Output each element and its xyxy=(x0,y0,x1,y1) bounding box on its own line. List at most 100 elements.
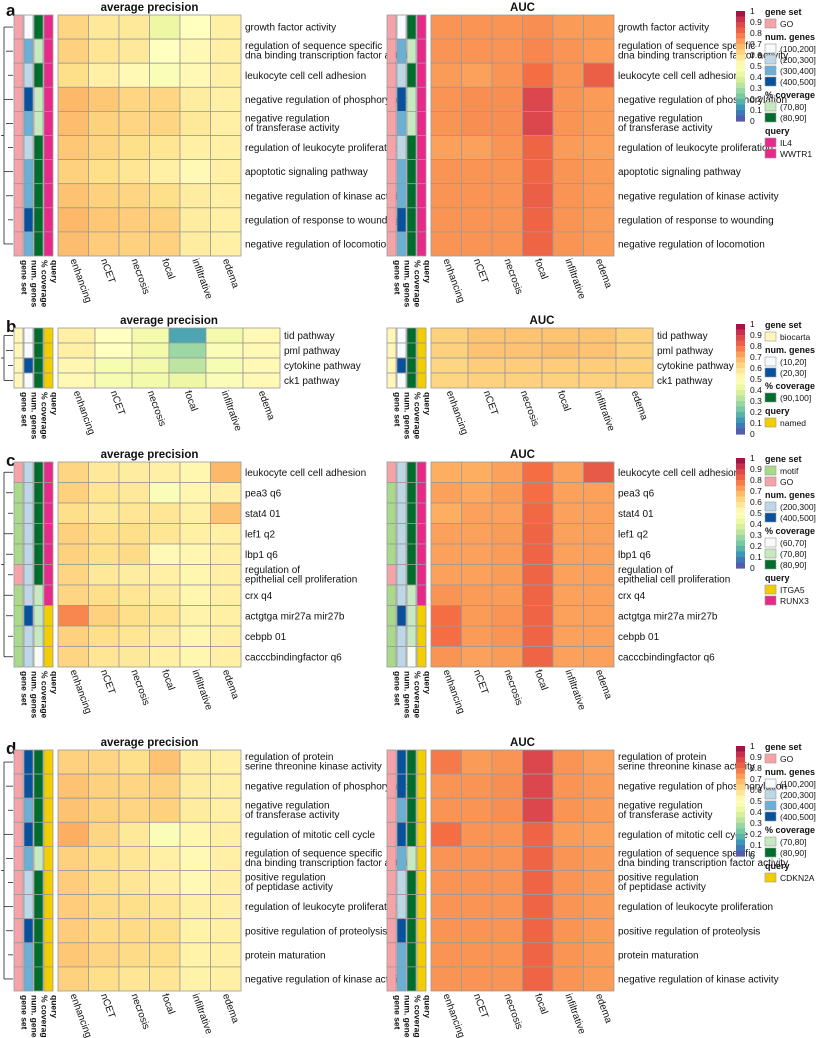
annotation-cell-coverage xyxy=(406,502,417,524)
annotation-cell-gene-set xyxy=(13,625,24,647)
heat-cell xyxy=(57,231,89,257)
row-label-line: ck1 pathway xyxy=(657,376,713,387)
column-label-ncet: nCET xyxy=(471,992,490,1020)
heat-cell xyxy=(149,821,181,847)
annotation-cell-gene-set xyxy=(13,870,24,896)
heat-cell xyxy=(583,918,615,944)
heat-cell xyxy=(491,846,523,871)
colorbar-step xyxy=(736,768,745,775)
annotation-cell-num-genes xyxy=(23,86,34,112)
annotation-cell-gene-set xyxy=(13,482,24,504)
row-label: cebpb 01 xyxy=(245,632,287,643)
heat-cell xyxy=(88,86,120,112)
heat-cell xyxy=(461,942,493,968)
heat-cell xyxy=(583,14,615,40)
heat-cell xyxy=(430,870,462,896)
annotation-cell-num-genes xyxy=(23,749,34,775)
heat-cell xyxy=(522,894,554,920)
colorbar-tick: 0 xyxy=(750,429,755,439)
dendrogram xyxy=(1,471,13,658)
annotation-cell-coverage xyxy=(33,625,44,647)
row-label-line: ck1 pathway xyxy=(284,376,340,387)
row-label-line: protein maturation xyxy=(618,950,699,961)
row-label-line: negative regulation of kinase activity xyxy=(245,191,406,202)
row-label-line: actgtga mir27a mir27b xyxy=(618,611,718,622)
row-label: negative regulation of locomotion xyxy=(245,239,392,250)
heat-cell xyxy=(552,966,584,992)
annotation-cell-coverage xyxy=(33,846,44,871)
heat-cell xyxy=(615,327,654,344)
heat-cell xyxy=(491,918,523,944)
row-label-line: of peptidase activity xyxy=(245,882,333,893)
column-label-infiltrative: infiltrative xyxy=(562,257,587,301)
heat-cell xyxy=(461,584,493,606)
row-label: negative regulation of phosphorylation xyxy=(245,95,414,106)
heat-cell xyxy=(491,749,523,775)
annotation-cell-query xyxy=(43,86,54,112)
legend-item: (100,200] xyxy=(780,44,816,54)
heatmap-average-precision: gene set num. genes% coverage queryaverage… xyxy=(13,2,415,308)
annotation-cell-num-genes xyxy=(23,942,34,968)
row-label: regulation of sequence specific dna bindi… xyxy=(245,41,415,62)
annotation-cell-coverage xyxy=(406,327,417,344)
annotation-cell-num-genes xyxy=(396,821,407,847)
heat-cell xyxy=(57,625,89,647)
row-label: growth factor activity xyxy=(245,23,336,34)
row-label: regulation of sequence specific dna bindi… xyxy=(618,41,788,62)
row-label: regulation of response to wounding xyxy=(618,215,774,226)
heat-cell xyxy=(149,966,181,992)
heat-cell xyxy=(461,207,493,233)
heatmap-auc: gene set num. genes% coverage query AUC enha… xyxy=(386,315,734,440)
annotation-cell-coverage xyxy=(406,821,417,847)
row-label: regulation of protein serine threonine ki… xyxy=(245,752,382,773)
heat-cell xyxy=(522,159,554,185)
column-label-ncet: nCET xyxy=(98,992,117,1020)
colorbar-tick: 1 xyxy=(750,453,755,463)
colorbar-tick: 0.7 xyxy=(750,774,762,784)
row-label-line: regulation of leukocyte proliferation xyxy=(618,143,773,154)
colorbar-step xyxy=(736,469,745,476)
annotation-cell-gene-set xyxy=(386,543,397,565)
row-label-line: growth factor activity xyxy=(245,23,336,34)
heat-cell xyxy=(210,894,242,920)
annotation-cell-query xyxy=(43,342,54,359)
row-label-line: regulation of protein xyxy=(245,752,333,763)
heat-cell xyxy=(491,111,523,136)
colorbar-step xyxy=(736,757,745,764)
colorbar-tick: 0.1 xyxy=(750,840,762,850)
heat-cell xyxy=(131,342,170,359)
heat-cell xyxy=(461,543,493,565)
column-label-necrosis: necrosis xyxy=(128,668,151,707)
annotation-cell-num-genes xyxy=(396,564,407,586)
legend-item: (80,90] xyxy=(780,848,806,858)
heat-cell xyxy=(552,918,584,944)
heat-cell xyxy=(210,135,242,161)
annotation-cell-num-genes xyxy=(396,797,407,823)
heat-cell xyxy=(149,523,181,545)
annotation-column-label: gene set xyxy=(393,671,403,706)
heat-cell xyxy=(57,870,89,896)
annotation-cell-query xyxy=(43,357,54,374)
colorbar-step xyxy=(736,373,745,380)
heat-cell xyxy=(491,231,523,257)
heat-cell xyxy=(210,111,242,136)
annotation-cell-coverage xyxy=(33,749,44,775)
heat-cell xyxy=(522,846,554,871)
annotation-cell-gene-set xyxy=(386,564,397,586)
annotation-column-label: % coverage xyxy=(413,392,423,440)
heat-cell xyxy=(88,797,120,823)
heat-cell xyxy=(168,357,207,374)
column-label-focal: focal xyxy=(159,992,177,1016)
annotation-cell-gene-set xyxy=(13,773,24,799)
annotation-cell-num-genes xyxy=(396,625,407,647)
colorbar-step xyxy=(736,801,745,808)
heat-cell xyxy=(522,111,554,136)
annotation-cell-num-genes xyxy=(23,625,34,647)
heat-cell xyxy=(57,357,96,374)
heat-cell xyxy=(461,461,493,483)
heat-cell xyxy=(179,646,211,668)
colorbar-step xyxy=(736,346,745,353)
row-label-line: negative regulation xyxy=(245,113,330,124)
dendrogram xyxy=(1,26,13,245)
